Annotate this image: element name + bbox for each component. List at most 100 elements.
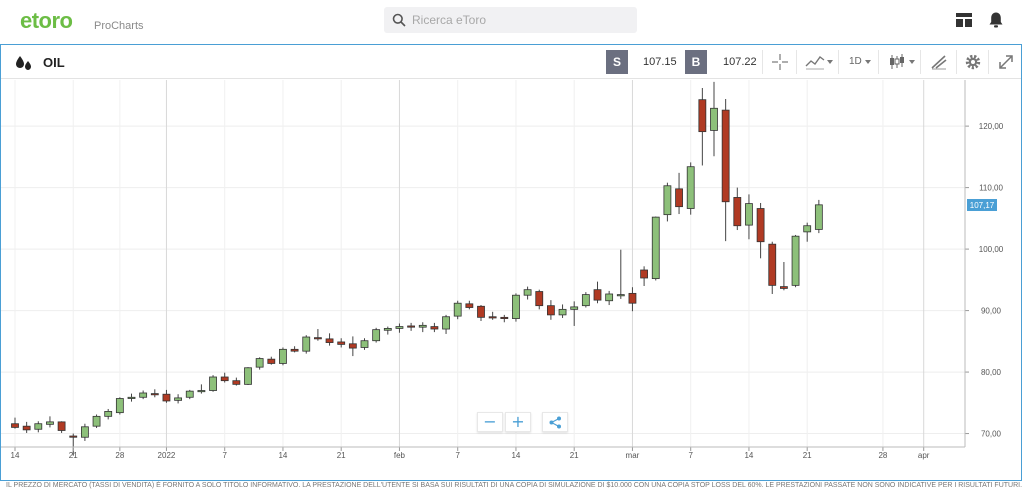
candle (313, 329, 322, 341)
candle-body-up (558, 308, 567, 316)
candle (209, 375, 217, 392)
buy-button[interactable]: B (685, 50, 707, 74)
candles-style-button[interactable] (878, 50, 920, 74)
crosshair-button[interactable] (762, 50, 796, 74)
candle (325, 333, 334, 346)
candle (150, 389, 159, 398)
candle-body-down (57, 421, 66, 431)
search-box[interactable] (384, 7, 637, 33)
candle-body-up (279, 348, 287, 364)
candle-body-up (791, 235, 800, 286)
candle-body-down (337, 341, 346, 345)
candle (267, 356, 276, 365)
timeframe-dropdown[interactable]: 1D (838, 50, 878, 74)
x-tick-label: 28 (115, 451, 124, 460)
search-input[interactable] (412, 7, 632, 33)
x-tick-label: apr (918, 451, 930, 460)
candle (174, 394, 183, 404)
candle-body-up (244, 367, 252, 385)
candle (814, 199, 823, 234)
sell-button[interactable]: S (606, 50, 628, 74)
candle (185, 389, 194, 400)
candle (395, 323, 404, 333)
candle-body-down (535, 291, 544, 307)
candle (92, 414, 101, 429)
chart-type-button[interactable] (796, 50, 838, 74)
candle-body-down (11, 423, 19, 428)
price-chart[interactable]: 70,0080,0090,00100,00110,00120,00107,17 … (1, 80, 1021, 460)
candle-body-up (686, 166, 695, 209)
candle (675, 172, 683, 215)
candle-body-down (465, 303, 474, 308)
candle-body-up (197, 390, 206, 393)
candle (244, 367, 252, 385)
candle-body-up (383, 328, 392, 331)
candle-body-up (46, 421, 54, 425)
share-button[interactable] (542, 412, 568, 432)
candle (651, 216, 660, 281)
candle-body-up (185, 390, 194, 398)
candle-body-up (360, 340, 369, 348)
candle (255, 357, 264, 370)
candle (348, 336, 357, 357)
candle (803, 222, 812, 242)
candle (465, 300, 474, 310)
candle-body-up (104, 411, 113, 417)
top-bar: etoro ProCharts (0, 0, 1024, 44)
candle (500, 314, 509, 323)
candle (22, 421, 31, 433)
zoom-in-button[interactable]: + (505, 412, 531, 432)
zoom-out-button[interactable]: − (477, 412, 503, 432)
x-tick-label: 2022 (158, 451, 176, 460)
candle (57, 421, 66, 433)
candle-body-down (407, 325, 416, 328)
y-tick-label: 70,00 (981, 430, 1002, 439)
candle (139, 390, 148, 400)
x-tick-label: 14 (511, 451, 520, 460)
x-tick-label: 21 (570, 451, 579, 460)
candle-body-down (628, 292, 637, 304)
candle (279, 347, 287, 366)
candle (780, 262, 788, 291)
candle (407, 322, 416, 331)
candle-body-down (756, 208, 765, 243)
candle-body-down (488, 316, 497, 319)
candle-body-down (721, 109, 730, 203)
candle (46, 416, 54, 428)
buy-price[interactable]: 107.22 (723, 56, 757, 68)
sell-price[interactable]: 107.15 (643, 56, 677, 68)
candle-body-up (512, 294, 520, 319)
settings-button[interactable] (956, 50, 988, 74)
candle-body-up (115, 398, 124, 414)
asset-name[interactable]: OIL (43, 55, 65, 70)
candle (127, 393, 136, 402)
candle (733, 187, 742, 231)
candle (721, 99, 730, 242)
candle-body-up (453, 302, 462, 317)
bell-icon[interactable] (987, 11, 1005, 29)
layout-icon[interactable] (955, 11, 973, 29)
chart-grid (1, 80, 965, 447)
etoro-logo[interactable]: etoro (20, 8, 73, 33)
candle-body-up (174, 397, 183, 401)
candle-body-down (348, 343, 357, 349)
candle-body-up (605, 293, 614, 302)
candle-body-up (255, 358, 264, 368)
candle-body-up (814, 204, 823, 230)
draw-tools-button[interactable] (920, 50, 956, 74)
candle (11, 417, 19, 429)
candle (558, 304, 567, 318)
candle (698, 87, 707, 166)
candle (418, 322, 427, 333)
candles-icon (890, 54, 904, 69)
fullscreen-button[interactable] (988, 50, 1021, 74)
candle (605, 290, 614, 306)
chevron-down-icon (865, 60, 871, 64)
candle (69, 433, 78, 456)
candle-body-up (81, 426, 89, 438)
candle (34, 421, 43, 433)
plus-icon: + (511, 412, 525, 431)
x-tick-label: 21 (803, 451, 812, 460)
current-price-label: 107,17 (970, 201, 995, 210)
candle (523, 286, 532, 300)
